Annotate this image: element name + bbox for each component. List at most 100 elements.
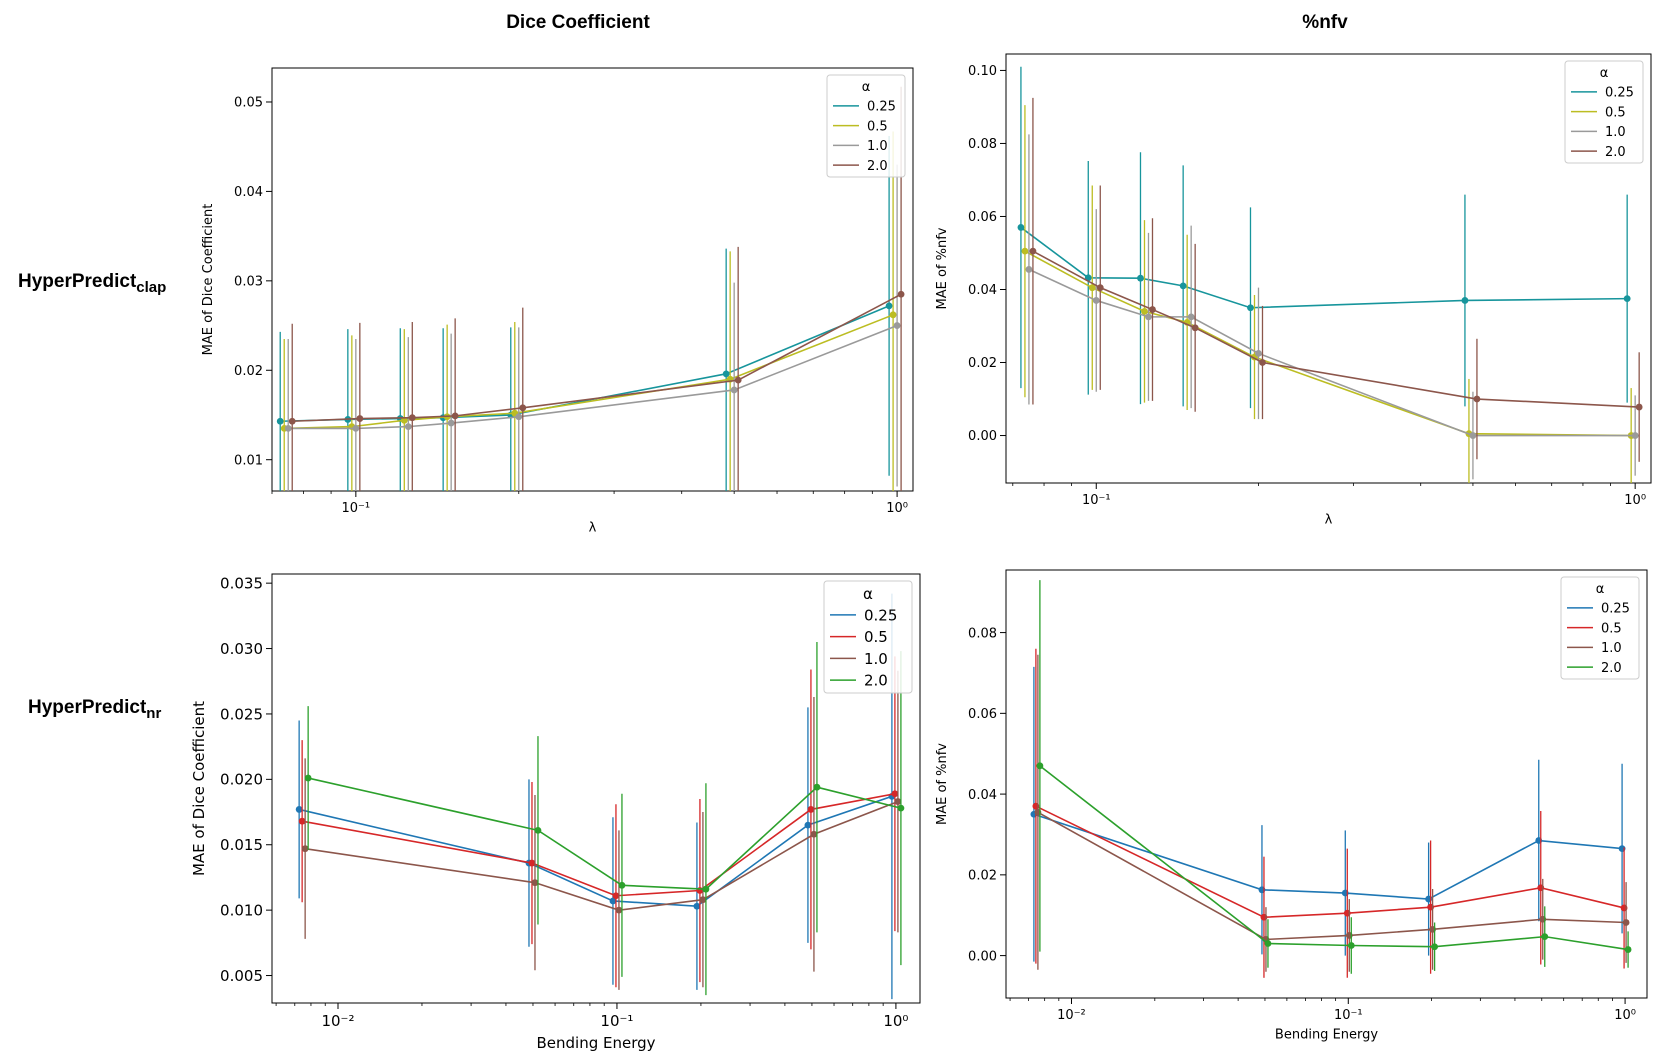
chart-p4: 10⁻² 10⁻¹ 10⁰ 0.00 0.02 0.04 0.06 0.08 Bending E…: [935, 569, 1648, 1043]
p1-y-tick-label: 0.01: [234, 453, 263, 468]
p3-data-point: [693, 902, 701, 910]
row-label-nr: HyperPredictnr: [28, 697, 161, 722]
p4-data-point: [1624, 946, 1632, 953]
p1-data-point: [404, 423, 412, 431]
p1-data-point: [897, 290, 905, 298]
p2-data-point: [1141, 308, 1148, 315]
p4-series-0.5: [1032, 648, 1628, 978]
p2-data-point: [1025, 266, 1033, 273]
p3-y-tick-label: 0.035: [220, 575, 263, 593]
p2-y-tick-label: 0.06: [968, 210, 997, 225]
p2-series-0.25: [1017, 66, 1631, 409]
p3-data-point: [894, 798, 902, 805]
p2-data-point: [1247, 304, 1254, 312]
p4-legend-label: 0.5: [1601, 621, 1622, 636]
p4-series-2.0: [1036, 580, 1632, 974]
p2-legend-label: 0.5: [1605, 105, 1626, 120]
p1-series-line: [280, 305, 890, 423]
p1-y-axis-label: MAE of Dice Coefficient: [201, 204, 216, 356]
p2-data-point: [1096, 284, 1104, 292]
p2-data-point: [1473, 395, 1481, 403]
p2-y-tick-label: 0.04: [968, 283, 997, 298]
p2-data-point: [1029, 247, 1037, 255]
p1-data-point: [447, 419, 455, 427]
p1-series-2.0: [288, 86, 905, 491]
p1-legend-box: [826, 74, 906, 178]
p1-legend-label: 0.25: [867, 100, 896, 115]
p2-series-1.0: [1025, 134, 1639, 480]
p3-x-tick-label: 10⁻¹: [600, 1012, 633, 1030]
p2-data-point: [1137, 274, 1144, 282]
p3-legend-box: [823, 580, 913, 694]
p3-y-tick-label: 0.030: [220, 640, 263, 658]
p2-legend-label: 0.25: [1605, 86, 1634, 101]
chart-p3: 10⁻² 10⁻¹ 10⁰ 0.005 0.010 0.015 0.020 0.025 0.03…: [190, 573, 921, 1052]
p1-x-axis-label: λ: [589, 521, 597, 536]
p1-data-point: [722, 370, 730, 378]
p1-series-line: [292, 293, 902, 423]
p2-data-point: [1191, 324, 1199, 332]
p4-series-line: [1035, 805, 1625, 919]
p1-data-point: [288, 417, 296, 425]
p4-y-tick-label: 0.08: [968, 626, 997, 641]
p4-data-point: [1431, 943, 1439, 951]
p1-data-point: [356, 415, 364, 422]
p2-data-point: [1635, 403, 1643, 411]
p4-axes-frame: [1005, 569, 1648, 999]
p1-y-tick-label: 0.02: [234, 364, 263, 379]
p2-data-point: [1631, 432, 1639, 439]
p2-x-axis-label: λ: [1325, 513, 1333, 528]
p4-series-line: [1033, 813, 1623, 900]
p2-data-point: [1461, 297, 1469, 304]
row-label-nr-sub: nr: [146, 705, 162, 722]
p2-series-line: [1024, 250, 1632, 437]
p3-series-0.25: [295, 593, 896, 1000]
p4-series-line: [1039, 765, 1629, 951]
p3-data-point: [807, 806, 815, 813]
p1-data-point: [734, 376, 742, 384]
p2-y-tick-label: 0.08: [968, 137, 997, 152]
p1-data-point: [352, 424, 360, 432]
p3-data-point: [618, 881, 626, 889]
p2-y-axis-label: MAE of %nfv: [935, 227, 950, 309]
p1-series-0.5: [280, 131, 897, 491]
p2-data-point: [1149, 306, 1156, 313]
p3-y-tick-label: 0.010: [220, 902, 263, 920]
p4-legend-label: 0.25: [1601, 602, 1630, 617]
p2-data-point: [1187, 313, 1195, 321]
p2-x-tick-label: 10⁻¹: [1082, 493, 1111, 508]
p1-data-point: [519, 404, 527, 412]
p1-x-tick-label: 10⁻¹: [342, 501, 371, 516]
p2-data-point: [1017, 224, 1025, 231]
p3-series-line: [307, 777, 902, 891]
p4-x-tick-label: 10⁰: [1614, 1008, 1636, 1023]
p3-y-axis-label: MAE of Dice Coefficient: [190, 701, 208, 876]
p1-x-tick-label: 10⁰: [886, 501, 908, 516]
p3-legend-label: 0.5: [864, 628, 888, 646]
p3-data-point: [534, 826, 542, 834]
p3-y-tick-label: 0.015: [220, 836, 263, 854]
p3-data-point: [531, 879, 539, 887]
p1-legend-title: α: [862, 80, 871, 95]
p3-y-tick-label: 0.005: [220, 967, 263, 985]
p4-legend-title: α: [1596, 582, 1605, 597]
p1-data-point: [276, 417, 284, 425]
p3-data-point: [897, 804, 905, 812]
p2-legend-box: [1564, 60, 1644, 164]
p3-data-point: [702, 885, 710, 893]
p4-y-tick-label: 0.00: [968, 949, 997, 964]
row-label-clap-sub: clap: [136, 279, 167, 296]
p2-data-point: [1092, 297, 1100, 304]
p1-data-point: [408, 414, 416, 422]
p3-data-point: [804, 821, 812, 829]
p4-legend: α 0.25 0.5 1.0 2.0: [1560, 576, 1640, 680]
p2-data-point: [1255, 349, 1262, 357]
p1-axes-frame: [271, 67, 914, 492]
row-label-clap: HyperPredictclap: [18, 271, 166, 296]
p3-legend: α 0.25 0.5 1.0 2.0: [823, 580, 913, 694]
p2-y-tick-label: 0.10: [968, 64, 997, 79]
p1-data-point: [893, 322, 901, 329]
p4-y-axis-label: MAE of %nfv: [935, 743, 950, 825]
p4-x-tick-label: 10⁻¹: [1334, 1008, 1363, 1023]
p3-data-point: [298, 817, 306, 825]
